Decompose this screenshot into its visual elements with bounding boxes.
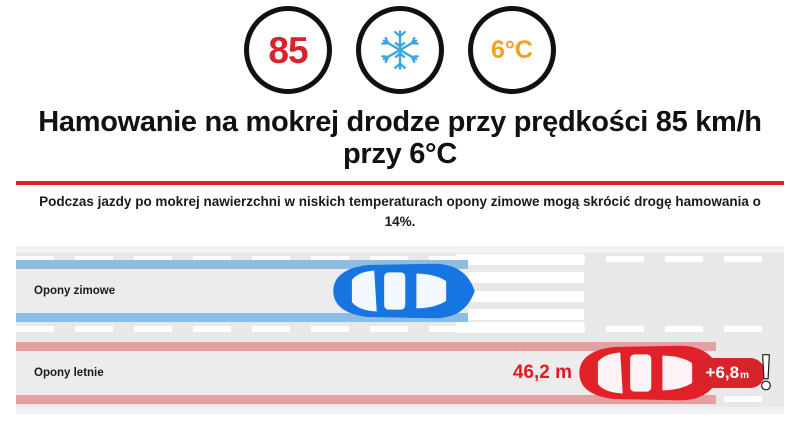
road-edge-top [16, 246, 784, 253]
blue-car-icon [333, 263, 475, 319]
snowflake-icon [381, 30, 419, 70]
page-title: Hamowanie na mokrej drodze przy prędkośc… [38, 106, 762, 171]
difference-value: +6,8 [705, 363, 740, 382]
title-divider [16, 181, 784, 185]
difference-pill: +6,8 m [692, 358, 765, 388]
lane-dashes-middle [16, 326, 784, 332]
summer-band-bottom [16, 395, 716, 404]
speed-badge: 85 [244, 6, 332, 94]
winter-band-top [16, 260, 468, 269]
badge-row: 85 6°C [0, 6, 800, 94]
red-car-icon [579, 345, 721, 401]
exclamation-icon [761, 354, 771, 391]
summer-tire-label: Opony letnie [34, 367, 104, 379]
braking-distance-chart: Opony zimowe 39,4 m Opony letnie 46,2 m [16, 246, 784, 414]
speed-value: 85 [268, 29, 308, 71]
difference-badge: +6,8 m [692, 354, 776, 391]
crosswalk-stripes-lower [456, 322, 584, 334]
difference-unit: m [740, 370, 749, 381]
road-edge-bottom [16, 407, 784, 414]
temperature-value: 6°C [491, 35, 533, 64]
winter-tire-row: Opony zimowe 39,4 m [16, 260, 784, 322]
snowflake-badge [356, 6, 444, 94]
crosswalk-stripes [456, 254, 584, 320]
summer-band-top [16, 342, 716, 351]
winter-band-bottom [16, 313, 468, 322]
summer-tire-row: Opony letnie 46,2 m +6,8 m [16, 342, 784, 404]
page-subtitle: Podczas jazdy po mokrej nawierzchni w ni… [39, 194, 761, 229]
temperature-badge: 6°C [468, 6, 556, 94]
summer-distance-value: 46,2 m [512, 362, 572, 383]
winter-tire-label: Opony zimowe [34, 285, 116, 297]
